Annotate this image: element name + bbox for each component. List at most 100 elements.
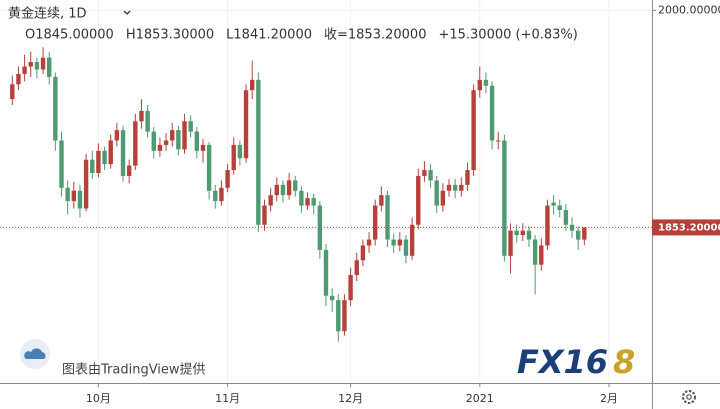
candle-body — [409, 224, 415, 256]
candle-body — [465, 170, 470, 185]
candle-body — [459, 184, 464, 191]
ohlc-header: O1845.00000 H1853.30000 L1841.20000 收=1853.… — [25, 28, 578, 43]
candle-body — [219, 187, 224, 202]
candle-body — [268, 195, 273, 206]
candle-body — [379, 195, 384, 206]
candle-body — [231, 144, 236, 171]
candle-body — [139, 110, 144, 122]
last-price-label: 1853.20000 — [658, 222, 720, 233]
ohlc-value: L1841.20000 — [226, 28, 312, 43]
candle-body — [483, 79, 489, 86]
candle-body — [539, 245, 544, 265]
candle-body — [477, 79, 482, 91]
candle-body — [391, 239, 396, 246]
candle-body — [280, 184, 286, 196]
candle-body — [243, 90, 249, 159]
candle-body — [428, 170, 433, 181]
candle-body — [508, 230, 513, 256]
ohlc-value: +15.30000 (+0.83%) — [438, 28, 577, 43]
candle-body — [176, 130, 181, 150]
candle-body — [397, 239, 403, 246]
candle-body — [102, 150, 107, 165]
candle-body — [16, 73, 21, 85]
candle-body — [108, 140, 113, 165]
dropdown-icon[interactable] — [123, 10, 131, 15]
logo-icon — [20, 339, 50, 369]
candle-body — [520, 230, 526, 236]
y-tick-label: 2000.00000 — [658, 3, 720, 16]
candle-body — [22, 66, 27, 74]
candle-body — [170, 130, 175, 141]
candle-body — [182, 121, 187, 150]
candle-body — [446, 184, 452, 191]
candle-body — [305, 198, 310, 206]
candle-body — [532, 239, 538, 265]
candle-body — [323, 249, 329, 296]
ohlc-value: 收=1853.20000 — [324, 28, 426, 43]
candle-body — [126, 165, 132, 176]
candles — [10, 47, 587, 342]
chart-title: 黄金连续, 1D — [8, 6, 87, 22]
candle-body — [188, 121, 193, 132]
candle-body — [151, 131, 156, 151]
candle-body — [551, 202, 556, 206]
candle-body — [34, 62, 40, 70]
candle-body — [557, 205, 562, 210]
candle-body — [157, 144, 163, 151]
candle-body — [299, 190, 304, 206]
watermark: 8 — [613, 343, 635, 381]
candle-body — [145, 110, 150, 132]
candle-body — [133, 121, 138, 166]
candle-body — [569, 224, 575, 231]
candle-body — [403, 239, 409, 256]
candle-body — [53, 76, 58, 141]
candle-body — [545, 205, 550, 246]
candle-body — [286, 180, 292, 196]
watermark: FX16 — [517, 343, 608, 381]
candle-body — [96, 150, 101, 174]
candle-body — [342, 300, 347, 332]
candle-body — [120, 130, 126, 176]
candle-body — [293, 180, 298, 191]
candle-body — [422, 170, 427, 176]
candle-body — [28, 62, 33, 67]
candle-body — [200, 144, 206, 151]
x-tick-label: 11月 — [215, 392, 240, 405]
last-price-tag — [652, 219, 720, 236]
candle-body — [385, 195, 390, 240]
candle-body — [256, 79, 261, 225]
attribution[interactable]: 图表由TradingView提供 — [62, 362, 206, 378]
candle-body — [366, 239, 372, 246]
candle-body — [452, 184, 458, 191]
candle-body — [10, 84, 15, 100]
candle-body — [373, 205, 378, 240]
candle-body — [249, 79, 255, 91]
x-tick-label: 2月 — [600, 392, 618, 405]
candle-body — [502, 140, 507, 256]
candle-body — [317, 205, 323, 250]
candle-body — [514, 230, 519, 236]
candle-body — [526, 230, 532, 240]
candle-body — [311, 198, 316, 206]
candle-body — [65, 187, 70, 202]
x-tick-label: 10月 — [86, 392, 111, 405]
settings-icon[interactable] — [682, 390, 696, 404]
candle-body — [354, 260, 359, 276]
candle-body — [114, 130, 120, 141]
candle-body — [563, 209, 569, 225]
candle-body — [47, 57, 52, 77]
x-tick-label: 12月 — [338, 392, 363, 405]
candle-body — [471, 90, 476, 171]
candle-body — [83, 159, 89, 209]
candle-body — [416, 175, 421, 225]
candle-body — [348, 275, 353, 301]
candle-body — [434, 180, 439, 206]
candle-body — [575, 230, 581, 240]
candle-body — [59, 140, 64, 188]
candle-body — [360, 245, 366, 261]
candle-body — [206, 144, 212, 191]
candle-body — [329, 295, 335, 301]
candle-body — [225, 170, 230, 188]
